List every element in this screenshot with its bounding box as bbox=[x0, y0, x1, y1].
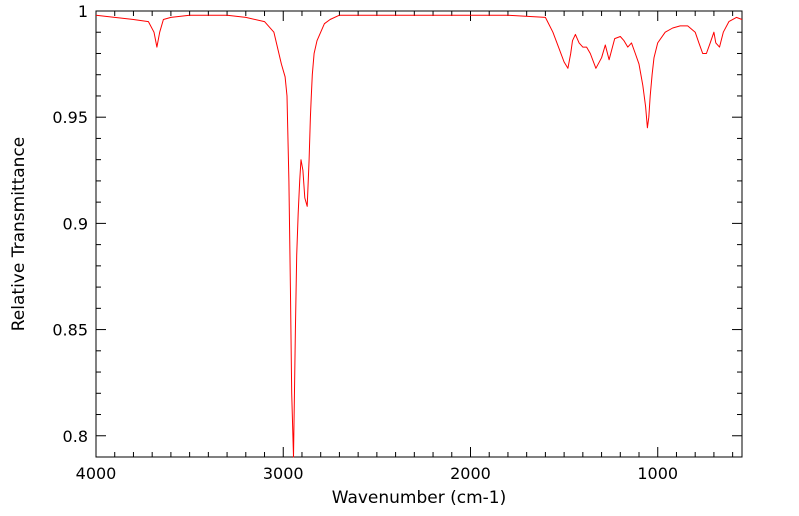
x-tick-label: 3000 bbox=[263, 464, 304, 483]
y-tick-label: 0.85 bbox=[52, 321, 88, 340]
y-axis-label: Relative Transmittance bbox=[9, 137, 29, 332]
y-tick-label: 1 bbox=[78, 2, 88, 21]
x-tick-label: 4000 bbox=[76, 464, 117, 483]
y-tick-label: 0.9 bbox=[63, 214, 88, 233]
spectrum-series-line bbox=[95, 14, 743, 458]
x-tick-label: 2000 bbox=[450, 464, 491, 483]
x-axis-ticks: 4000 3000 2000 1000 bbox=[76, 11, 734, 483]
y-tick-label: 0.95 bbox=[52, 108, 88, 127]
y-tick-label: 0.8 bbox=[63, 427, 88, 446]
series-layer bbox=[95, 14, 743, 458]
x-axis-label: Wavenumber (cm-1) bbox=[332, 488, 507, 508]
x-tick-label: 1000 bbox=[637, 464, 678, 483]
y-axis-ticks: 0.8 0.85 0.9 0.95 1 bbox=[52, 2, 742, 446]
plot-frame bbox=[95, 10, 743, 458]
